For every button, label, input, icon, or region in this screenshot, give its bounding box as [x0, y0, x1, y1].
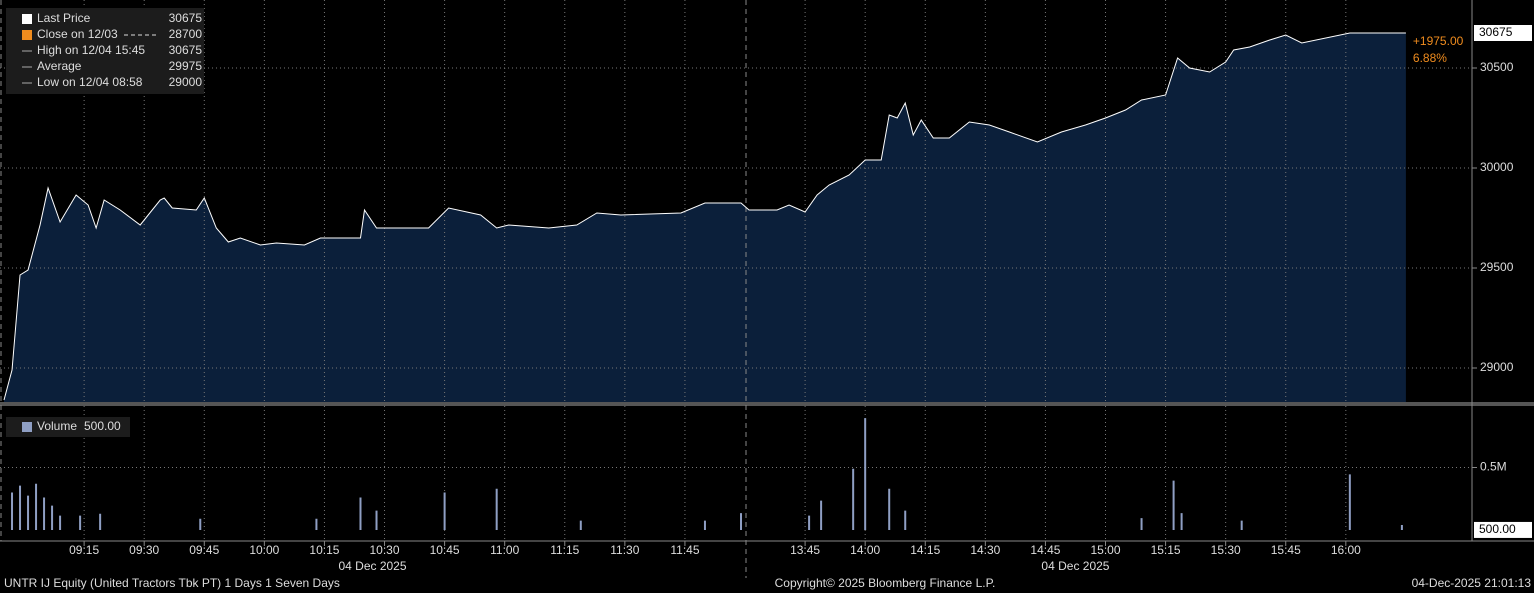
volume-bar — [820, 500, 823, 530]
volume-bar — [19, 485, 22, 530]
volume-bar — [1172, 480, 1175, 530]
x-tick-label: 09:30 — [129, 543, 159, 557]
legend-swatch — [22, 30, 32, 40]
x-tick-label: 11:15 — [550, 543, 579, 557]
volume-bar — [1180, 513, 1183, 530]
footer-center: Copyright© 2025 Bloomberg Finance L.P. — [775, 576, 996, 590]
legend-value: 28700 — [169, 27, 203, 41]
x-tick-label: 10:00 — [249, 543, 279, 557]
legend-swatch — [22, 14, 32, 24]
volume-bar — [27, 495, 30, 530]
legend-name: Volume — [37, 419, 77, 433]
legend-swatch — [22, 422, 32, 432]
change-label: +1975.00 — [1413, 34, 1464, 48]
volume-bar — [51, 505, 54, 530]
x-tick-label: 10:30 — [370, 543, 400, 557]
footer-right: 04-Dec-2025 21:01:13 — [1412, 576, 1532, 590]
volume-tag: 500.00 — [1479, 522, 1516, 536]
x-tick-label: 14:45 — [1030, 543, 1060, 557]
legend-value: 29975 — [169, 59, 203, 73]
x-tick-label: 11:00 — [490, 543, 519, 557]
volume-bar — [315, 518, 318, 530]
area-fill — [4, 33, 1406, 402]
legend-value: 500.00 — [84, 419, 121, 433]
volume-tag-box — [1474, 521, 1532, 538]
footer-left: UNTR IJ Equity (United Tractors Tbk PT) … — [4, 576, 340, 590]
x-tick-label: 14:30 — [970, 543, 1000, 557]
legend-box — [6, 8, 204, 94]
x-tick-label: 11:30 — [610, 543, 639, 557]
x-tick-label: 14:00 — [850, 543, 880, 557]
legend-value: 30675 — [169, 11, 203, 25]
x-tick-label: 16:00 — [1331, 543, 1361, 557]
x-tick-label: 15:45 — [1271, 543, 1301, 557]
x-tick-label: 10:15 — [309, 543, 339, 557]
volume-bar — [375, 510, 378, 530]
y-tick-label: 0.5M — [1480, 460, 1507, 474]
price-tag: 30675 — [1479, 25, 1513, 39]
volume-bar — [1240, 520, 1243, 530]
y-tick-label: 30500 — [1480, 60, 1514, 74]
volume-bar — [808, 515, 811, 530]
volume-bar — [495, 488, 498, 530]
date-label: 04 Dec 2025 — [338, 559, 406, 573]
volume-bar — [443, 492, 446, 530]
volume-bar — [852, 468, 855, 530]
x-tick-label: 10:45 — [430, 543, 460, 557]
date-label: 04 Dec 2025 — [1041, 559, 1109, 573]
volume-bar — [359, 497, 362, 530]
volume-bar — [59, 515, 62, 530]
legend-name: Close on 12/03 — [37, 27, 118, 41]
volume-bar — [1348, 474, 1351, 530]
x-tick-label: 15:00 — [1090, 543, 1120, 557]
price-tag-box — [1474, 25, 1532, 41]
volume-bar — [1400, 525, 1403, 530]
legend-name: Average — [37, 59, 82, 73]
volume-bar — [11, 492, 14, 530]
x-tick-label: 13:45 — [790, 543, 820, 557]
volume-bar — [79, 515, 82, 530]
volume-bar — [1140, 518, 1143, 530]
legend-name: Low on 12/04 08:58 — [37, 75, 143, 89]
volume-bar — [43, 497, 46, 530]
x-tick-label: 14:15 — [910, 543, 940, 557]
y-tick-label: 29500 — [1480, 260, 1514, 274]
legend-name: High on 12/04 15:45 — [37, 43, 145, 57]
volume-bar — [864, 418, 867, 530]
volume-bar — [703, 520, 706, 530]
volume-bar — [199, 518, 202, 530]
x-tick-label: 11:45 — [670, 543, 699, 557]
legend-value: 30675 — [169, 43, 203, 57]
x-tick-label: 09:45 — [189, 543, 219, 557]
x-tick-label: 15:30 — [1211, 543, 1241, 557]
legend-value: 29000 — [169, 75, 203, 89]
legend-name: Last Price — [37, 11, 91, 25]
x-tick-label: 15:15 — [1151, 543, 1181, 557]
volume-bar — [99, 513, 102, 530]
y-tick-label: 30000 — [1480, 160, 1514, 174]
volume-bar — [888, 488, 891, 530]
legend-box — [6, 417, 130, 437]
volume-bar — [904, 510, 907, 530]
panel-separator — [0, 402, 1534, 406]
volume-bar — [579, 520, 582, 530]
volume-bar — [35, 483, 38, 530]
change-pct-label: 6.88% — [1413, 51, 1447, 65]
x-tick-label: 09:15 — [69, 543, 99, 557]
y-tick-label: 29000 — [1480, 360, 1514, 374]
price-line — [3, 32, 1406, 401]
volume-bar — [740, 513, 743, 530]
